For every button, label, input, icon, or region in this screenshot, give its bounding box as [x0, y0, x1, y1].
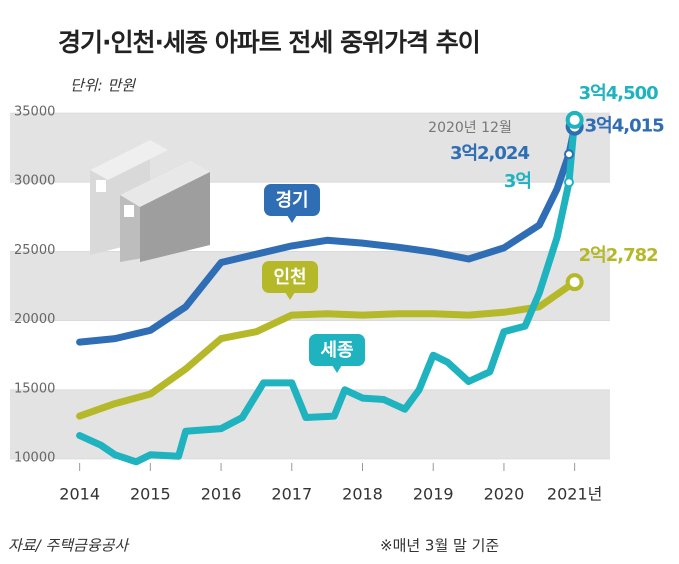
point-marker [563, 177, 574, 188]
x-tick-label: 2020 [484, 485, 525, 504]
value-label: 2억2,782 [579, 245, 658, 266]
series-line [76, 116, 579, 466]
y-tick-label: 30000 [14, 174, 55, 189]
point-marker [565, 110, 584, 129]
value-label: 3억2,024 [450, 143, 529, 164]
x-tick-label: 2017 [271, 485, 312, 504]
point-marker [563, 149, 574, 160]
building-illustration [90, 140, 210, 262]
x-tick-label: 2014 [59, 485, 100, 504]
legend-tag [309, 334, 365, 366]
value-label: 3억4,500 [579, 83, 658, 104]
y-tick-label: 15000 [14, 381, 55, 396]
legend-label: 경기 [275, 190, 308, 211]
chart-title: 경기·인천·세종 아파트 전세 중위가격 추이 [58, 28, 480, 57]
value-label: 3억 [504, 171, 531, 192]
unit-label: 단위: 만원 [70, 77, 136, 95]
annotation: 2020년 12월 [428, 120, 512, 136]
legend-tag [262, 261, 318, 293]
x-tick-label: 2015 [130, 485, 171, 504]
legend-label: 인천 [273, 267, 306, 288]
x-tick-label: 2018 [342, 485, 383, 504]
legend-tag-pointer [287, 215, 297, 223]
x-tick-label: 2016 [201, 485, 242, 504]
legend-tag-pointer [285, 292, 295, 300]
x-tick-label: 2021년 [547, 485, 602, 504]
source: 자료/ 주택금융공사 [8, 537, 130, 555]
series-line [76, 123, 579, 346]
y-tick-label: 35000 [14, 105, 55, 120]
x-tick-label: 2019 [413, 485, 454, 504]
y-tick-label: 20000 [14, 312, 55, 327]
point-marker [565, 273, 584, 292]
note: ※매년 3월 말 기준 [380, 537, 499, 555]
legend-label: 세종 [320, 340, 353, 361]
legend-tag-pointer [332, 365, 342, 373]
value-label: 3억4,015 [585, 116, 664, 137]
legend-tag [264, 184, 320, 216]
y-tick-label: 10000 [14, 451, 55, 466]
series-line [76, 278, 579, 420]
y-tick-label: 25000 [14, 243, 55, 258]
